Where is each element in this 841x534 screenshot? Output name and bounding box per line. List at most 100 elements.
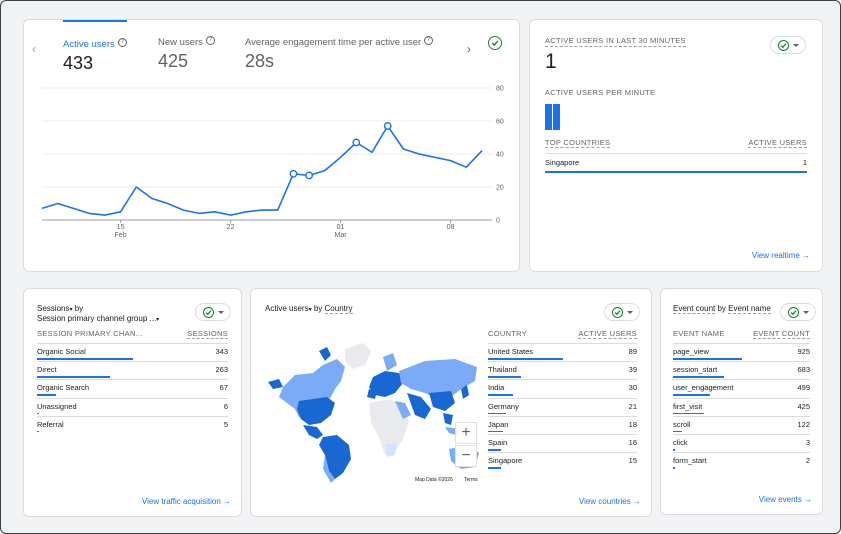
- row-name: Singapore: [545, 158, 580, 167]
- help-icon[interactable]: ?: [117, 38, 127, 48]
- world-map[interactable]: Map Data ©2026 Terms: [265, 337, 485, 487]
- table-row[interactable]: Referral 5: [37, 420, 228, 429]
- compare-menu-button[interactable]: [770, 36, 806, 54]
- row-name: user_engagement: [673, 383, 734, 393]
- table-row[interactable]: Singapore 1: [545, 158, 807, 167]
- card-title[interactable]: Event count by Event name: [673, 304, 771, 314]
- map-terms-link[interactable]: Terms: [464, 477, 478, 483]
- help-icon[interactable]: ?: [205, 36, 215, 46]
- table-row[interactable]: Organic Search 67: [37, 383, 228, 392]
- compare-menu-button[interactable]: [195, 303, 231, 321]
- per-minute-bar: [545, 104, 552, 130]
- row-name: scroll: [673, 419, 691, 429]
- status-check-icon[interactable]: [488, 36, 502, 50]
- y-tick-label: 0: [496, 218, 500, 225]
- row-name: Direct: [37, 365, 57, 375]
- view-countries-link[interactable]: View countries →: [579, 497, 641, 506]
- dimension-selector[interactable]: Country: [324, 304, 353, 314]
- metric-tab-engagement-time[interactable]: Average engagement time per active user?…: [245, 20, 434, 72]
- dimension-selector[interactable]: Session primary channel group ...▾: [37, 314, 159, 323]
- data-point-marker[interactable]: [289, 169, 298, 178]
- metric-tab-active-users[interactable]: Active users? 433: [63, 20, 127, 73]
- row-bar: [37, 412, 39, 415]
- table-row[interactable]: session_start 683: [673, 365, 810, 374]
- compare-menu-button[interactable]: [604, 303, 640, 321]
- dimension-label: Session primary channel group ...: [37, 314, 157, 323]
- table-row[interactable]: page_view 925: [673, 347, 810, 356]
- table-row[interactable]: Organic Social 343: [37, 347, 228, 356]
- dimension-selector[interactable]: Event name: [728, 304, 771, 314]
- view-realtime-link[interactable]: View realtime →: [752, 251, 810, 260]
- row-value: 122: [797, 419, 810, 429]
- col-country: TOP COUNTRIES: [545, 138, 611, 148]
- table-row[interactable]: Singapore 15: [488, 456, 637, 465]
- row-name: click: [673, 438, 688, 447]
- next-arrow[interactable]: ›: [467, 42, 471, 56]
- row-bar: [37, 394, 56, 396]
- data-point-marker[interactable]: [305, 171, 314, 180]
- table-row[interactable]: Japan 18: [488, 420, 637, 429]
- table-row[interactable]: first_visit 425: [673, 402, 810, 411]
- sessions-card: Sessions▾ by Session primary channel gro…: [23, 288, 242, 517]
- arrow-right-icon: →: [633, 497, 641, 506]
- table-row[interactable]: India 30: [488, 383, 637, 392]
- table-row[interactable]: Thailand 39: [488, 365, 637, 374]
- row-value: 6: [223, 401, 228, 411]
- table-row[interactable]: form_start 2: [673, 456, 810, 465]
- x-tick-label: 08: [447, 224, 455, 231]
- compare-menu-button[interactable]: [780, 303, 816, 321]
- card-title[interactable]: Active users▾ by Country: [265, 304, 353, 314]
- table-row[interactable]: click 3: [673, 438, 810, 447]
- zoom-in-button[interactable]: +: [455, 422, 477, 444]
- data-point-marker[interactable]: [352, 138, 361, 147]
- table-row[interactable]: Unassigned 6: [37, 402, 228, 411]
- caret-down-icon: ▾: [69, 307, 73, 313]
- row-bar: [488, 376, 521, 378]
- table-row[interactable]: Germany 21: [488, 402, 637, 411]
- card-title[interactable]: Sessions▾ by: [37, 304, 83, 313]
- arrow-right-icon: →: [804, 495, 812, 504]
- events-card: Event count by Event name EVENT NAME EVE…: [660, 288, 823, 515]
- y-tick-label: 60: [496, 119, 504, 126]
- data-point-marker[interactable]: [383, 122, 392, 130]
- y-tick-label: 80: [496, 86, 504, 93]
- view-events-link[interactable]: View events →: [759, 495, 812, 504]
- metric-selector[interactable]: Active users: [265, 304, 309, 313]
- help-icon[interactable]: ?: [424, 36, 434, 46]
- header-divider: [545, 153, 807, 154]
- check-icon: [611, 306, 623, 318]
- x-tick-label: 01: [337, 224, 345, 231]
- row-bar: [673, 467, 675, 469]
- metric-label: Active users: [63, 39, 115, 50]
- col-value: SESSIONS: [187, 329, 228, 339]
- x-tick-label: 22: [227, 224, 235, 231]
- table-row[interactable]: Direct 263: [37, 365, 228, 374]
- prev-arrow[interactable]: ‹: [32, 42, 36, 56]
- metric-selector[interactable]: Sessions: [37, 304, 70, 313]
- table-row[interactable]: user_engagement 499: [673, 383, 810, 392]
- row-divider: [37, 361, 228, 363]
- metric-selector[interactable]: Event count: [673, 304, 716, 314]
- table-row[interactable]: United States 89: [488, 347, 637, 356]
- col-name: COUNTRY: [488, 329, 528, 338]
- by-label: by: [717, 304, 726, 313]
- map-attribution: Map Data ©2026: [415, 476, 453, 483]
- zoom-out-button[interactable]: −: [455, 445, 477, 467]
- col-active-users: ACTIVE USERS: [748, 138, 807, 148]
- europe: [367, 353, 403, 399]
- greenland: [345, 343, 371, 369]
- table-row[interactable]: Spain 16: [488, 438, 637, 447]
- row-bar: [488, 412, 506, 415]
- row-value: 425: [797, 401, 810, 411]
- north-america: [268, 347, 345, 439]
- arrow-right-icon: →: [223, 497, 231, 506]
- per-minute-bar: [553, 104, 560, 130]
- row-value: 263: [215, 365, 228, 375]
- per-minute-label: ACTIVE USERS PER MINUTE: [545, 88, 656, 97]
- view-traffic-link[interactable]: View traffic acquisition →: [142, 497, 231, 506]
- table-row[interactable]: scroll 122: [673, 420, 810, 429]
- metric-tab-new-users[interactable]: New users? 425: [158, 20, 215, 72]
- row-bar: [545, 171, 807, 173]
- col-value: ACTIVE USERS: [578, 329, 637, 339]
